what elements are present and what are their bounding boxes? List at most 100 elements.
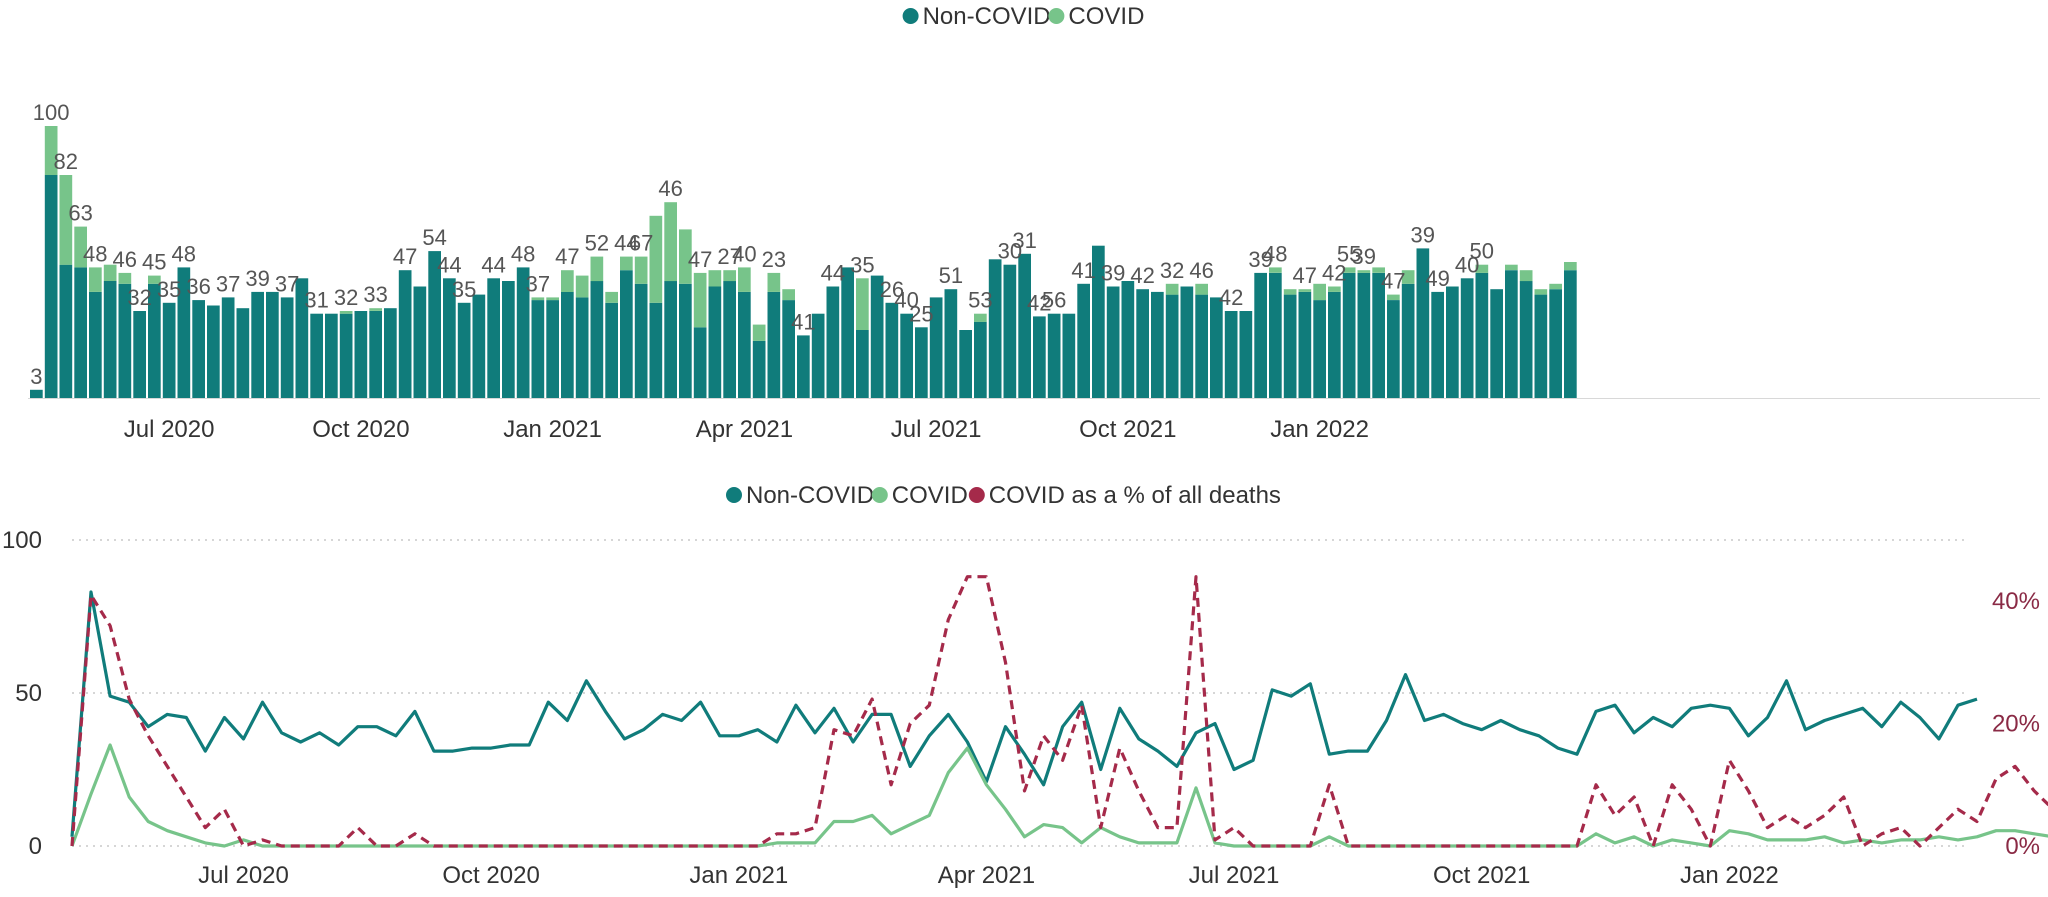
bar-non-covid-19 [310,313,323,398]
y2-tick-label: 20% [1992,711,2040,738]
data-label: 40 [732,241,756,266]
bar-covid-91 [1372,267,1385,273]
data-label: 44 [614,231,638,256]
legend-marker-non-covid [726,487,742,503]
data-label: 37 [275,271,299,296]
top-bars [28,126,2040,399]
bar-non-covid-86 [1298,291,1312,398]
legend-marker-covid-as-a-of-all-deaths [968,487,985,503]
data-label: 40 [894,288,918,313]
bar-covid-86 [1298,289,1312,292]
bottom-series-lines [70,575,2048,848]
x-tick-label: Jan 2022 [1270,416,1369,443]
bar-non-covid-21 [339,313,353,398]
bar-non-covid-28 [443,278,456,398]
bottom-y-axis-left: 0 50 100 [2,527,42,860]
bar-non-covid-92 [1387,300,1400,398]
bar-non-covid-97 [1460,278,1474,398]
bar-non-covid-36 [561,291,574,398]
bar-non-covid-79 [1195,294,1208,398]
bar-non-covid-58 [885,302,899,398]
data-label: 47 [688,247,712,272]
x-tick-label: Jul 2021 [891,416,982,443]
bar-non-covid-91 [1372,272,1385,398]
bar-non-covid-23 [369,311,382,398]
data-label: 48 [172,241,196,266]
bar-non-covid-94 [1416,248,1430,398]
bar-non-covid-7 [133,311,146,398]
data-label: 52 [585,231,609,256]
bar-covid-101 [1519,270,1533,282]
bar-non-covid-41 [634,283,648,398]
bar-non-covid-82 [1239,311,1253,398]
bar-covid-49 [752,324,766,341]
bar-non-covid-60 [915,327,928,398]
bar-non-covid-12 [207,305,220,398]
bar-non-covid-90 [1357,272,1371,398]
bar-non-covid-38 [590,281,604,398]
bar-non-covid-74 [1121,281,1135,398]
legend-marker-non-covid [902,8,919,24]
bar-covid-38 [590,256,604,282]
bar-covid-85 [1283,289,1297,295]
data-label: 35 [452,277,476,302]
data-label: 30 [998,239,1022,264]
bar-non-covid-51 [782,300,795,398]
bar-non-covid-52 [797,335,810,398]
bar-non-covid-102 [1534,294,1548,398]
data-label: 25 [909,301,933,326]
bar-non-covid-59 [900,313,913,398]
data-label: 27 [717,244,741,269]
bar-covid-93 [1401,270,1415,284]
top-x-axis: Jul 2020 Oct 2020 Jan 2021 Apr 2021 Jul 2021… [124,416,1369,443]
bar-non-covid-40 [620,270,633,398]
data-label: 40 [1455,252,1479,277]
bar-non-covid-27 [428,251,441,398]
bar-non-covid-103 [1549,289,1562,398]
bar-non-covid-85 [1283,294,1297,398]
bar-non-covid-35 [546,300,559,398]
bar-covid-46 [708,270,722,287]
data-label: 37 [216,271,240,296]
bar-covid-44 [679,229,692,284]
data-label: 26 [880,277,904,302]
bar-non-covid-20 [325,313,338,398]
bar-non-covid-47 [723,281,736,398]
bar-covid-41 [634,256,648,284]
y2-tick-label: 40% [1992,588,2040,615]
x-tick-label: Jan 2021 [689,862,788,889]
bar-non-covid-72 [1092,245,1105,398]
y-tick-label: 100 [2,527,42,554]
bar-non-covid-30 [472,294,486,398]
bar-non-covid-42 [649,302,663,398]
bar-non-covid-45 [693,327,707,398]
bar-covid-77 [1165,283,1179,295]
bottom-x-axis: Jul 2020 Oct 2020 Jan 2021 Apr 2021 Jul 2021… [198,862,1779,889]
bar-covid-47 [723,270,736,282]
bar-non-covid-66 [1003,264,1017,398]
bar-non-covid-73 [1106,286,1120,398]
bar-non-covid-62 [944,289,958,398]
bar-covid-50 [767,272,781,292]
bar-non-covid-80 [1210,297,1223,398]
bar-non-covid-33 [516,267,530,398]
bar-non-covid-71 [1077,283,1090,398]
data-label: 39 [1101,261,1125,286]
bar-non-covid-4 [89,291,102,398]
bar-non-covid-93 [1401,283,1415,398]
bar-non-covid-31 [487,278,500,398]
bar-non-covid-55 [841,267,854,398]
x-tick-label: Jul 2020 [124,416,215,443]
data-label: 67 [629,231,653,256]
y-tick-label: 0 [29,833,42,860]
bar-non-covid-1 [44,175,58,398]
bar-non-covid-67 [1018,253,1031,398]
bar-non-covid-95 [1431,291,1444,398]
data-label: 50 [1470,239,1494,264]
data-label: 33 [363,282,387,307]
bar-non-covid-14 [236,308,250,398]
bar-non-covid-11 [192,300,205,398]
x-tick-label: Oct 2020 [442,862,539,889]
